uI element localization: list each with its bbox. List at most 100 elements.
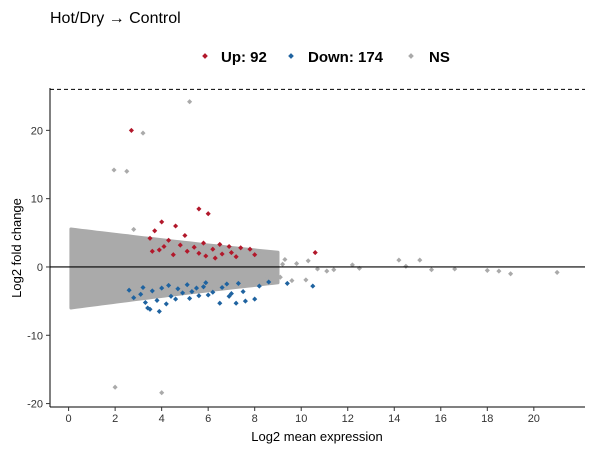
- up-point: [252, 252, 258, 258]
- ns-point: [131, 226, 137, 232]
- ns-point: [256, 251, 262, 257]
- ns-point: [303, 277, 309, 283]
- down-point: [126, 287, 132, 293]
- y-axis-title: Log2 fold change: [9, 198, 24, 298]
- x-axis-title: Log2 mean expression: [251, 429, 383, 444]
- ns-point: [396, 257, 402, 263]
- legend-marker-ns: [408, 53, 414, 59]
- ns-point: [270, 255, 276, 261]
- down-point: [233, 300, 239, 306]
- up-point: [177, 242, 183, 248]
- up-point: [212, 255, 218, 261]
- legend-item-ns: NS: [408, 49, 450, 66]
- legend-item-up: Up: 92: [202, 49, 267, 66]
- legend-label-down: Down: 174: [308, 49, 384, 66]
- up-point: [312, 250, 318, 256]
- y-tick-label: 20: [31, 125, 43, 137]
- data-points: [111, 99, 560, 396]
- ns-point: [305, 258, 311, 264]
- y-tick-label: -10: [27, 330, 43, 342]
- down-point: [203, 280, 209, 286]
- ns-point: [289, 278, 295, 284]
- up-point: [228, 250, 234, 256]
- down-point: [168, 293, 174, 299]
- down-point: [189, 289, 195, 295]
- down-point: [131, 295, 137, 301]
- legend-item-down: Down: 174: [288, 49, 384, 66]
- down-point: [284, 280, 290, 286]
- down-point: [184, 282, 190, 288]
- plot-area: [50, 88, 585, 396]
- ns-point-cloud: [69, 227, 280, 310]
- legend-marker-up: [202, 53, 208, 59]
- up-point: [196, 250, 202, 256]
- x-tick-label: 6: [205, 413, 211, 425]
- ns-point: [294, 261, 300, 267]
- x-tick-label: 4: [159, 413, 165, 425]
- ns-point: [324, 268, 330, 274]
- ns-point: [233, 256, 239, 263]
- x-tick-label: 12: [342, 413, 354, 425]
- legend-label-ns: NS: [429, 49, 450, 66]
- up-point: [156, 247, 162, 253]
- ns-point: [282, 256, 288, 263]
- up-point: [233, 254, 239, 260]
- ns-point: [263, 273, 269, 279]
- up-point: [182, 232, 188, 239]
- legend-marker-down: [288, 53, 294, 59]
- down-point: [235, 280, 241, 286]
- x-tick-label: 18: [481, 413, 493, 425]
- up-point: [173, 223, 179, 229]
- y-tick-label: 0: [37, 262, 43, 274]
- ns-point: [117, 235, 123, 241]
- down-point: [219, 284, 225, 291]
- up-point: [159, 219, 165, 225]
- x-tick-label: 10: [295, 413, 307, 425]
- down-point: [149, 288, 155, 294]
- y-tick-label: -20: [27, 399, 43, 411]
- down-point: [310, 283, 316, 289]
- down-point: [256, 283, 262, 289]
- up-point: [219, 251, 225, 257]
- legend: Up: 92 Down: 174 NS: [202, 49, 450, 66]
- down-point: [210, 289, 216, 295]
- up-point: [161, 243, 167, 250]
- x-tick-label: 2: [112, 413, 118, 425]
- up-point: [184, 248, 190, 254]
- ns-point: [428, 267, 435, 273]
- down-point: [196, 293, 202, 299]
- ns-point: [496, 268, 502, 274]
- up-point: [200, 240, 207, 246]
- down-point: [217, 300, 223, 306]
- ns-density-cloud: [69, 227, 280, 310]
- ns-point: [349, 262, 355, 268]
- ns-point: [331, 267, 337, 273]
- up-point: [238, 245, 244, 251]
- down-point: [252, 296, 258, 302]
- down-point: [145, 305, 151, 311]
- ns-point: [159, 390, 165, 396]
- down-point: [159, 285, 165, 291]
- ns-point: [111, 167, 117, 173]
- down-point: [175, 286, 181, 292]
- reference-lines: [50, 88, 585, 268]
- up-point: [166, 237, 172, 243]
- up-point: [210, 246, 216, 252]
- ns-point: [277, 274, 283, 280]
- x-tick-label: 14: [388, 413, 400, 425]
- up-point: [152, 228, 158, 234]
- down-point: [193, 285, 200, 291]
- down-point: [240, 289, 246, 295]
- down-point: [266, 279, 272, 285]
- chart-title: Hot/Dry → Control: [50, 10, 181, 27]
- down-point: [205, 292, 211, 298]
- down-point: [242, 298, 248, 304]
- ns-point: [140, 130, 146, 136]
- up-point: [247, 246, 253, 252]
- x-tick-label: 0: [66, 413, 72, 425]
- up-point: [226, 243, 232, 250]
- up-point: [205, 211, 211, 217]
- up-point: [170, 252, 176, 258]
- down-point: [187, 295, 193, 301]
- up-point: [149, 248, 155, 254]
